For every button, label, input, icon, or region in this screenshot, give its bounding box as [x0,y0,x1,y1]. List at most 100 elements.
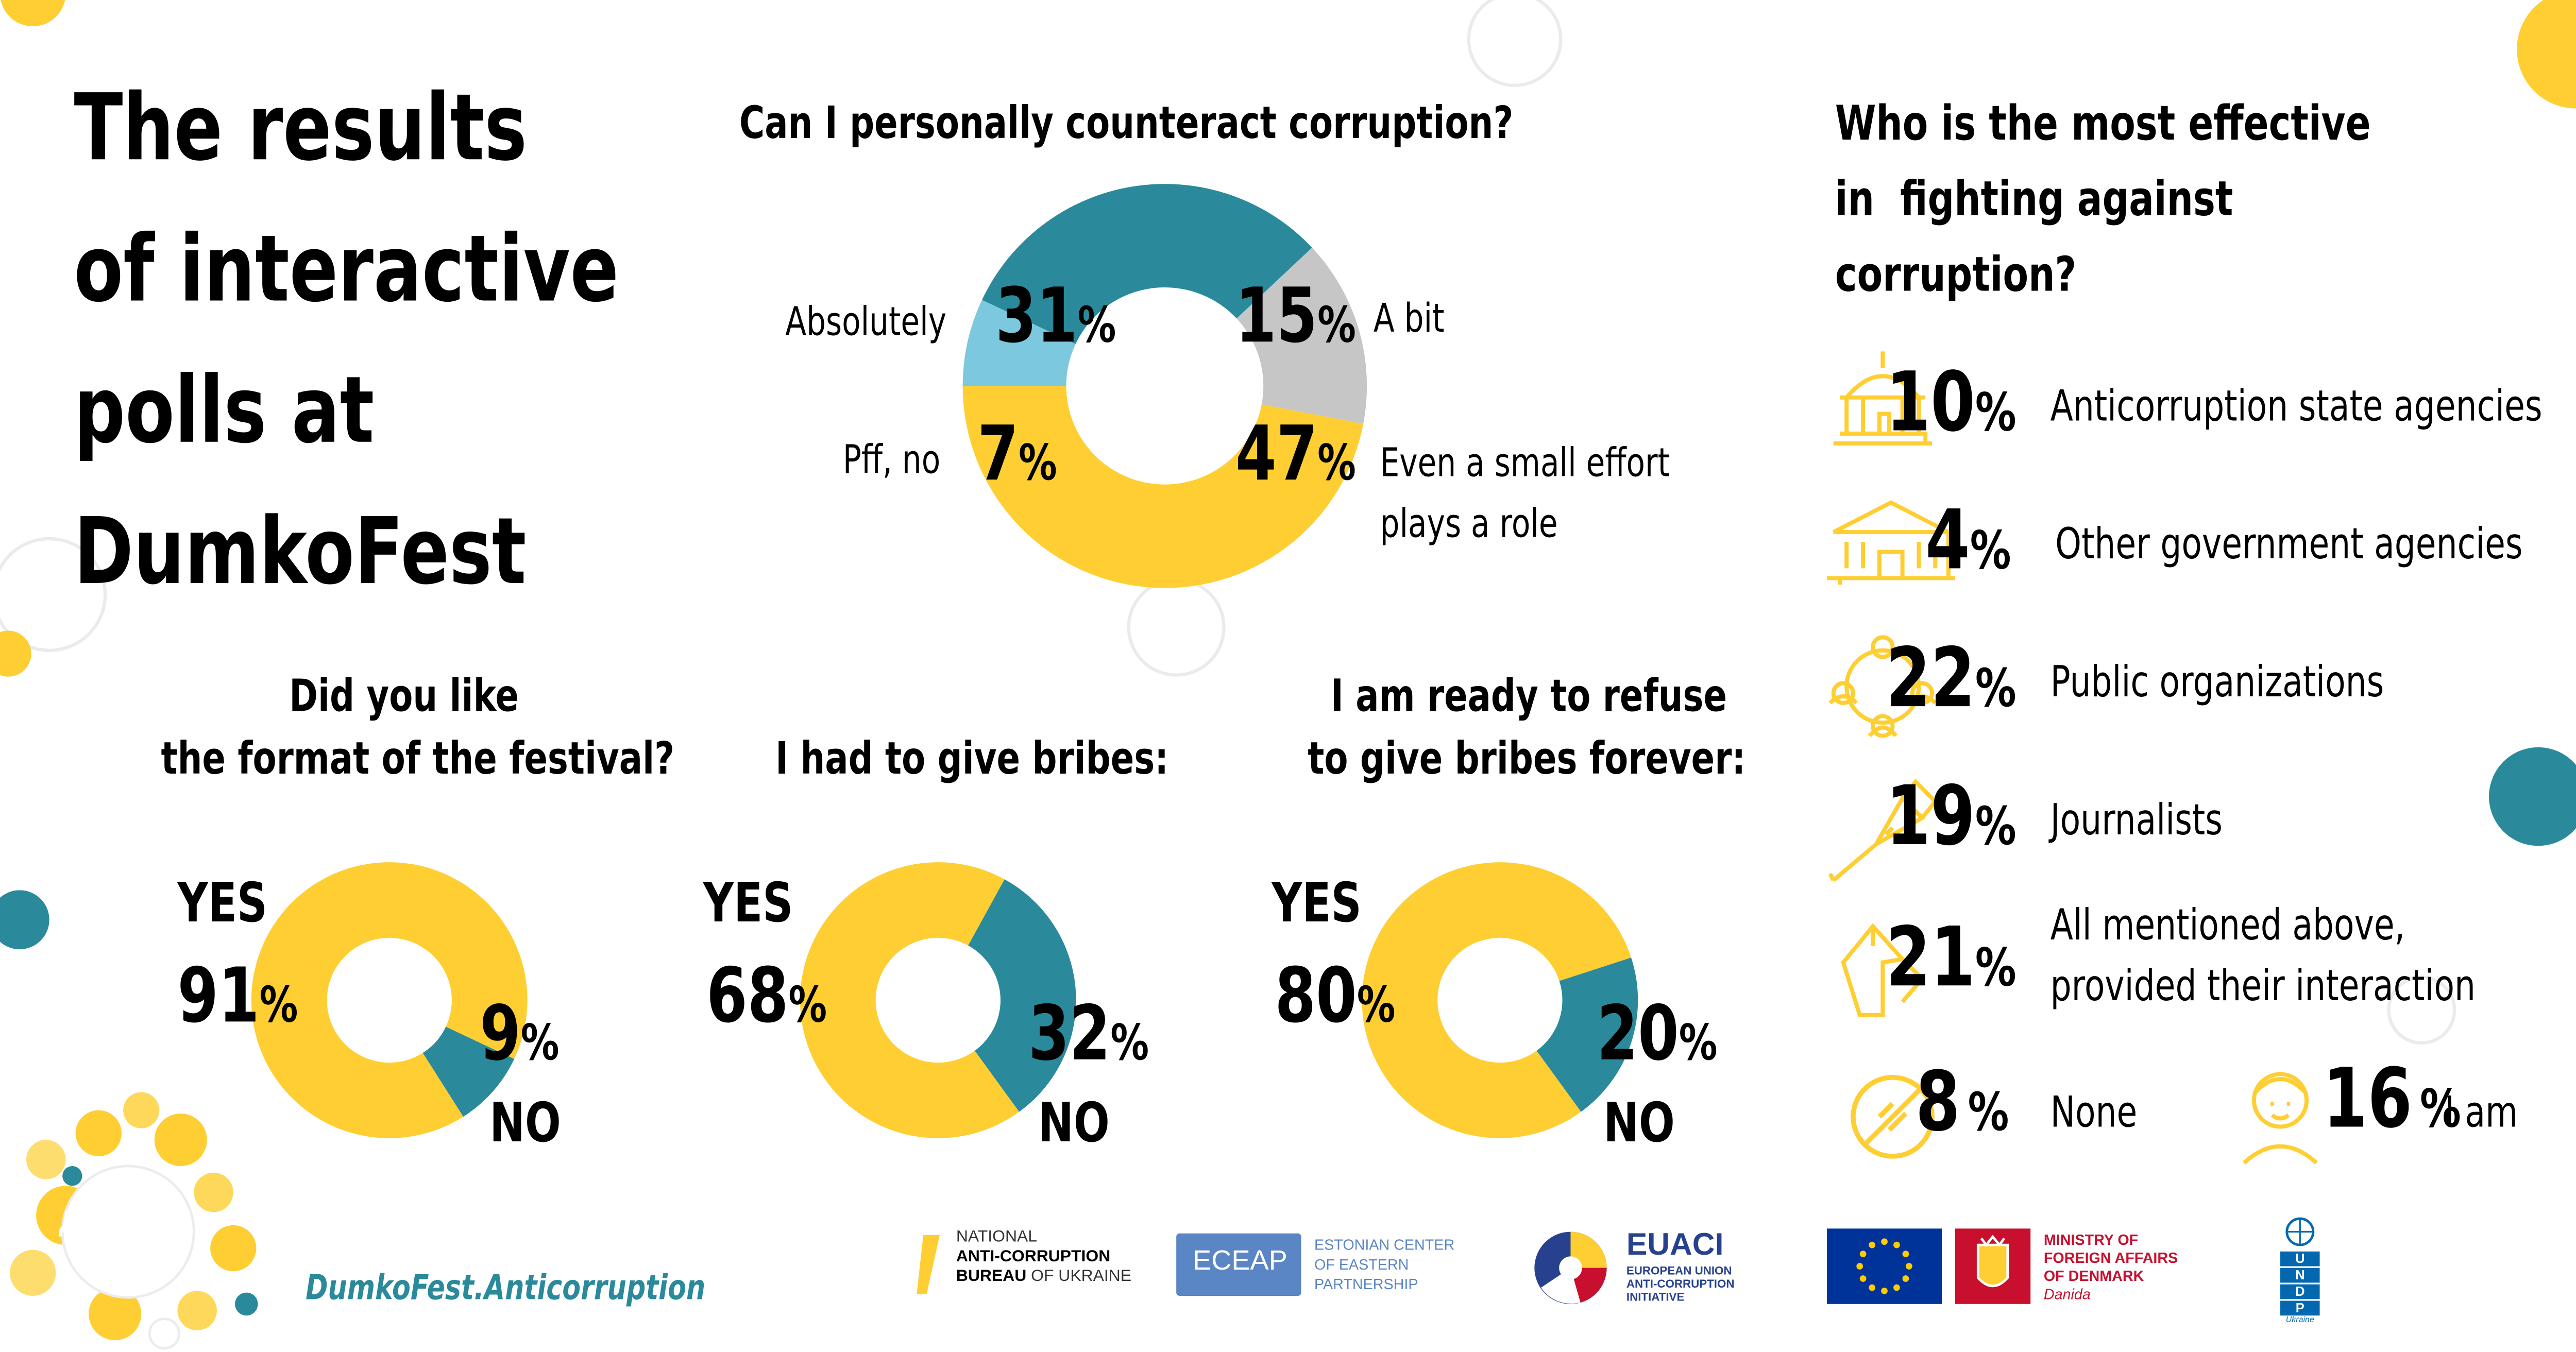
main-title-line: DumkoFest [74,499,527,606]
table-title-line: corruption? [1835,246,2077,302]
chart1-value-effort: 47% [1235,409,1356,498]
chart1-value-pff-no: 7% [977,409,1057,498]
eceap-line: ESTONIAN CENTER [1314,1237,1455,1254]
table-row-label: Other government agencies [2055,520,2523,570]
nabu-line: BUREAU OF UKRAINE [956,1268,1132,1286]
eu-star [1881,1238,1888,1245]
euaci-logo-text: EUROPEAN UNION ANTI-CORRUPTION INITIATIV… [1626,1267,1735,1306]
chart1-label-effort-line: plays a role [1380,501,1558,547]
chart1-label-a-bit: A bit [1373,295,1445,342]
festival-logo-text-1: ДУМКО [59,1205,159,1240]
donut-slice-yes [800,862,1020,1138]
table-title: Who is the most effective in fighting ag… [1835,85,2371,312]
chart2-title-line: the format of the festival? [161,734,675,785]
table-row-label-line: provided their interaction [2050,962,2476,1012]
table-row-value: 16% [2323,1051,2461,1146]
euaci-line: EUROPEAN UNION [1626,1266,1732,1278]
undp-letter: D [2280,1284,2320,1299]
chart2-yes-label: YES [177,870,268,935]
table-row-label: Anticorruption state agencies [2050,382,2543,432]
table-row-value: 19% [1886,768,2016,864]
table-row-label: All mentioned above, provided their inte… [2050,897,2476,1018]
main-title-line: polls at [74,358,375,465]
main-title: The results of interactive polls at Dumk… [74,59,619,624]
eu-star [1881,1288,1888,1294]
table-row-value: 4% [1925,492,2011,588]
chart4-title-line: I am ready to refuse [1330,672,1727,723]
undp-emblem-icon [2285,1217,2315,1246]
nabu-line: ANTI-CORRUPTION [956,1248,1111,1267]
nabu-logo-icon [917,1235,940,1294]
donut-slice-pff-no [962,300,1076,386]
chart4-yes-label: YES [1272,870,1362,935]
eu-star [1905,1263,1912,1270]
table-title-line: Who is the most effective [1835,95,2371,151]
undp-letter: N [2280,1268,2320,1283]
donut-slice-a-bit [1236,247,1367,424]
chart1-label-absolutely: Absolutely [785,299,947,345]
main-title-line: of interactive [74,216,619,324]
chart3-no-value: 32% [1028,988,1149,1077]
table-row-label: Journalists [2050,796,2223,846]
chart4-title-line: to give bribes forever: [1308,734,1746,785]
donut-slice-no [968,879,1076,1112]
eu-flag-icon [1826,1228,1942,1304]
chart4-no-label: NO [1603,1090,1675,1155]
chart4-no-value: 20% [1597,988,1718,1077]
people-network-icon [1828,635,1937,738]
denmark-line: FOREIGN AFFAIRS [2043,1250,2178,1267]
table-row-label: I am [2444,1089,2518,1138]
chart4-yes-value: 80% [1275,951,1396,1040]
hashtag: DumkoFest.Anticorruption [306,1268,706,1308]
main-title-line: The results [74,75,528,182]
chart3-yes-label: YES [703,870,793,935]
eu-star [1869,1241,1875,1248]
chart2-no-value: 9% [480,988,560,1077]
denmark-line: OF DENMARK [2043,1268,2144,1285]
table-row-value: 10% [1886,354,2016,450]
donut-slice-yes [1362,862,1632,1138]
donut-slice-no [422,1026,515,1117]
table-title-line: in fighting against [1835,170,2233,227]
eu-star [1902,1251,1909,1258]
undp-logo: U N D P Ukraine [2280,1251,2320,1326]
table-row-value: 8% [1916,1054,2009,1150]
table-row-label-line: All mentioned above, [2050,901,2405,951]
chart1-label-effort: Even a small effort plays a role [1380,434,1670,555]
chart2-yes-value: 91% [177,951,298,1040]
eceap-line: OF EASTERN [1314,1256,1409,1273]
eu-star [1893,1284,1900,1291]
puzzle-hands-icon [1841,923,1925,1017]
eceap-logo-mark [1176,1233,1301,1296]
denmark-logo-text: MINISTRY OF FOREIGN AFFAIRS OF DENMARK D… [2044,1232,2178,1304]
chart3-no-label: NO [1038,1090,1110,1155]
fountain-pen-icon [1828,778,1938,882]
eu-star [1902,1275,1909,1282]
chart1-label-pff-no: Pff, no [842,437,941,483]
eu-star [1893,1241,1900,1248]
government-building-icon [1833,351,1933,446]
nabu-logo-text: NATIONAL ANTI-CORRUPTION BUREAU OF UKRAI… [956,1228,1131,1288]
eu-star [1859,1275,1867,1282]
donut-slice-yes [251,862,528,1138]
eceap-line: PARTNERSHIP [1314,1276,1418,1293]
eceap-mark-text: ECEAP [1193,1245,1287,1276]
table-row-label: Public organizations [2050,658,2384,708]
undp-sub: Ukraine [2285,1315,2314,1326]
chart2-no-label: NO [489,1090,561,1155]
chart1-title: Can I personally counteract corruption? [739,98,1514,150]
table-row-label: None [2050,1089,2138,1138]
person-icon [2243,1072,2318,1165]
denmark-line: MINISTRY OF [2043,1231,2139,1248]
chart3-yes-value: 68% [706,951,827,1040]
chart3-title: I had to give bribes: [775,734,1169,785]
chart1-value-a-bit: 15% [1235,271,1356,360]
festival-logo-bubbles [10,1092,258,1350]
denmark-line: Danida [2043,1286,2091,1303]
eu-star [1856,1263,1863,1270]
table-row-value: 21% [1886,910,2016,1005]
